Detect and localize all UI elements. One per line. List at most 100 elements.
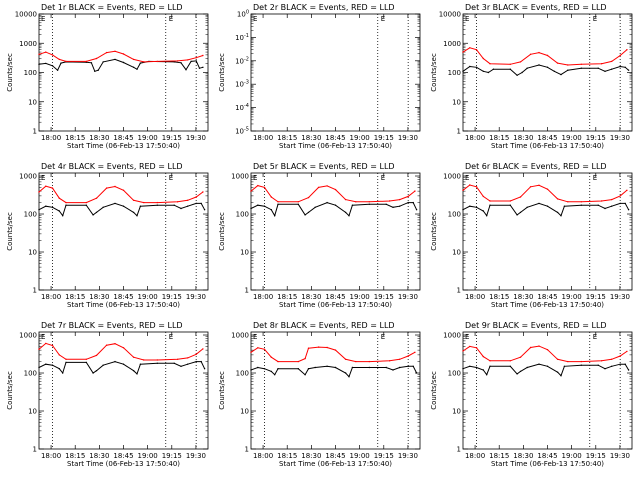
series-point-lld — [114, 343, 116, 345]
series-point-lld — [567, 64, 569, 66]
marker-label: E — [381, 15, 385, 23]
series-point-events — [604, 207, 606, 210]
series-point-events — [415, 209, 418, 211]
series-point-events — [277, 368, 279, 370]
series-point-lld — [509, 200, 511, 202]
x-tick-label: 19:00 — [562, 293, 582, 301]
series-point-events — [173, 61, 175, 63]
series-point-lld — [626, 49, 628, 51]
series-point-lld — [546, 54, 549, 57]
series-point-lld — [519, 196, 522, 198]
x-tick-label: 19:15 — [374, 293, 394, 301]
series-point-events — [516, 74, 518, 77]
series-point-events — [136, 68, 138, 70]
series-point-lld — [529, 346, 532, 349]
series-point-lld — [469, 47, 471, 49]
series-point-events — [563, 205, 566, 207]
series-point-lld — [519, 356, 522, 358]
series-point-lld — [546, 349, 549, 351]
series-point-lld — [580, 360, 582, 363]
series-point-events — [139, 62, 142, 64]
series-point-events — [58, 210, 60, 212]
series-point-lld — [122, 53, 125, 55]
x-tick-label: 19:30 — [186, 452, 206, 460]
series-point-events — [392, 206, 394, 208]
x-tick-label: 19:00 — [350, 452, 370, 460]
y-tick-label: 1 — [245, 287, 249, 295]
x-tick-label: 19:15 — [374, 452, 394, 460]
series-point-lld — [538, 51, 540, 54]
series-point-events — [297, 203, 299, 205]
series-point-events — [180, 207, 182, 210]
series-point-lld — [143, 201, 145, 204]
series-point-events — [114, 202, 116, 205]
panel-det-7r: Det 7r BLACK = Events, RED = LLD 1 10 100 10… — [6, 321, 209, 468]
series-point-events — [156, 362, 158, 364]
series-point-lld — [85, 358, 88, 360]
series-point-events — [85, 204, 88, 206]
series-point-lld — [95, 354, 98, 357]
series-point-lld — [462, 51, 464, 53]
series-point-lld — [65, 358, 67, 360]
y-tick-label: 10000 — [15, 11, 37, 19]
x-tick-label: 18:45 — [537, 452, 557, 460]
series-point-events — [136, 215, 138, 217]
series-point-events — [469, 365, 471, 367]
series-point-lld — [195, 196, 197, 198]
series-point-lld — [567, 360, 569, 363]
series-line-lld — [38, 342, 204, 361]
series-point-lld — [317, 186, 320, 189]
series-point-events — [65, 204, 67, 206]
series-point-events — [180, 62, 182, 64]
x-tick-label: 18:15 — [277, 293, 297, 301]
series-point-lld — [132, 199, 135, 201]
series-point-lld — [85, 201, 88, 204]
series-point-events — [51, 65, 54, 67]
series-point-events — [200, 202, 202, 205]
panel-det-2r: Det 2r BLACK = Events, RED = LLD 10-5 10-4… — [218, 3, 421, 150]
series-point-events — [90, 62, 93, 64]
y-tick-label: 1 — [457, 287, 461, 295]
series-point-lld — [355, 201, 357, 203]
x-tick-label: 18:00 — [465, 134, 485, 142]
marker-label: E — [169, 174, 173, 182]
y-tick-label: 1 — [33, 287, 37, 295]
series-point-events — [546, 205, 549, 207]
series-point-events — [538, 202, 540, 205]
y-tick-label: 100 — [448, 69, 461, 77]
series-point-lld — [51, 54, 54, 56]
x-tick-label: 18:30 — [89, 134, 109, 142]
series-point-events — [482, 369, 484, 371]
series-point-events — [597, 67, 599, 69]
series-point-lld — [489, 63, 491, 65]
series-point-lld — [611, 198, 613, 201]
x-tick-label: 19:30 — [398, 293, 418, 301]
series-point-events — [102, 364, 104, 366]
x-tick-label: 19:15 — [374, 134, 394, 142]
series-line-lld — [38, 50, 204, 63]
x-tick-label: 19:30 — [398, 452, 418, 460]
y-tick-label: 10 — [28, 249, 37, 257]
series-point-events — [187, 205, 189, 207]
panel-det-6r: Det 6r BLACK = Events, RED = LLD 1 10 100 10… — [430, 162, 633, 309]
series-point-lld — [529, 186, 532, 188]
x-axis-label: Start Time (06-Feb-13 17:50:40) — [67, 460, 180, 468]
series-point-events — [122, 61, 125, 64]
series-point-events — [475, 66, 478, 69]
y-tick-label: 1000 — [231, 332, 249, 340]
series-point-events — [203, 209, 206, 211]
series-point-lld — [546, 188, 549, 190]
series-point-lld — [388, 360, 391, 362]
series-point-events — [270, 370, 272, 373]
series-point-events — [277, 203, 279, 205]
series-point-events — [624, 202, 626, 205]
series-point-lld — [132, 58, 135, 61]
series-point-events — [114, 360, 116, 363]
y-tick-label: 100 — [236, 370, 249, 378]
panel-det-9r: Det 9r BLACK = Events, RED = LLD 1 10 100 10… — [430, 321, 633, 468]
series-point-lld — [556, 358, 559, 360]
series-point-events — [415, 372, 418, 374]
series-line-events — [38, 58, 204, 72]
series-point-events — [195, 360, 197, 363]
series-point-events — [412, 201, 414, 204]
